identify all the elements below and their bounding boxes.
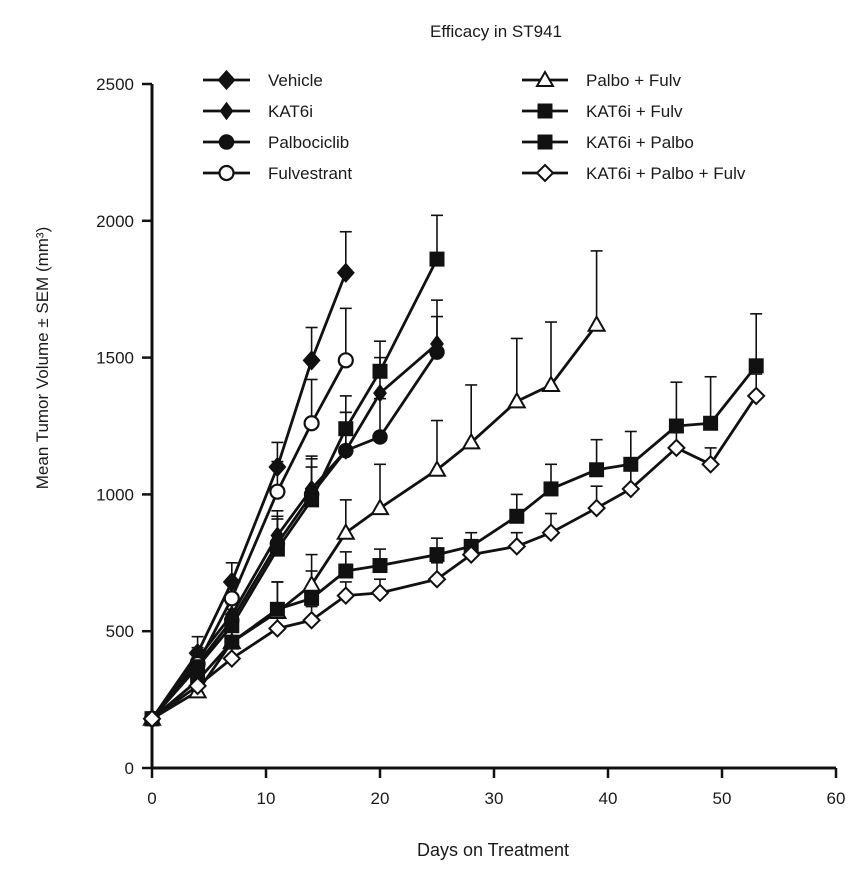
legend-label: KAT6i — [268, 102, 313, 121]
axis-ticks: 0 10 20 30 40 50 60 0 500 1000 1500 2000 2500 — [96, 75, 845, 808]
y-tick-label: 500 — [106, 622, 134, 641]
data-point — [338, 563, 354, 579]
legend-marker — [537, 103, 553, 119]
data-point — [666, 438, 686, 458]
series-line — [151, 323, 598, 720]
legend-label: KAT6i + Palbo + Fulv — [586, 164, 746, 183]
y-tick-label: 2000 — [96, 212, 134, 231]
data-point — [507, 536, 527, 556]
data-point — [621, 479, 641, 499]
data-point — [429, 344, 445, 360]
data-point — [541, 523, 561, 543]
legend-label: Vehicle — [268, 71, 323, 90]
data-point — [267, 619, 287, 638]
data-point — [223, 590, 240, 607]
data-point — [269, 541, 285, 557]
data-point — [541, 374, 561, 392]
series-lines — [150, 258, 758, 720]
data-point — [142, 709, 162, 729]
data-point — [268, 456, 287, 478]
x-tick-label: 20 — [371, 789, 390, 808]
data-point — [427, 569, 447, 589]
data-point — [304, 492, 320, 508]
data-point — [337, 352, 354, 369]
legend-label: Fulvestrant — [268, 164, 352, 183]
legend-marker — [537, 134, 553, 150]
data-point — [746, 386, 766, 406]
series-line — [151, 364, 758, 720]
data-point — [748, 358, 764, 374]
data-point — [668, 418, 684, 434]
y-tick-label: 1000 — [96, 485, 134, 504]
data-point — [427, 459, 447, 477]
x-tick-label: 30 — [485, 789, 504, 808]
data-point — [429, 251, 445, 267]
legend-label: KAT6i + Palbo — [586, 133, 694, 152]
chart-title: Efficacy in ST941 — [430, 22, 562, 41]
data-point — [304, 590, 320, 606]
data-point — [303, 415, 320, 432]
data-point — [461, 545, 481, 565]
data-point — [507, 391, 527, 409]
data-point — [370, 583, 390, 603]
x-tick-label: 60 — [827, 789, 846, 808]
data-point — [509, 508, 525, 524]
x-axis-label: Days on Treatment — [417, 840, 569, 860]
series-line — [150, 359, 348, 720]
x-tick-label: 10 — [257, 789, 276, 808]
data-point — [373, 383, 387, 403]
legend-marker — [535, 69, 555, 87]
data-point — [336, 586, 356, 606]
y-axis-label: Mean Tumor Volume ± SEM (mm³) — [33, 227, 52, 490]
data-point — [338, 442, 354, 459]
data-point — [623, 456, 639, 472]
data-point — [589, 462, 605, 478]
data-point — [429, 547, 445, 563]
data-point — [461, 432, 481, 450]
data-point — [224, 618, 240, 634]
legend: Vehicle KAT6i Palbociclib Fulvestrant Palbo … — [203, 69, 746, 183]
data-point — [188, 676, 208, 696]
data-point — [190, 659, 206, 675]
data-point — [586, 314, 607, 332]
legend-marker — [218, 134, 235, 150]
legend-marker — [219, 101, 234, 121]
data-point — [701, 454, 721, 474]
legend-label: Palbociclib — [268, 133, 349, 152]
data-point — [224, 634, 240, 650]
data-point — [302, 350, 321, 371]
legend-marker — [218, 164, 235, 182]
data-point — [222, 649, 242, 668]
x-tick-label: 40 — [599, 789, 618, 808]
series-line — [151, 395, 758, 720]
data-point — [338, 421, 354, 437]
legend-label: KAT6i + Fulv — [586, 102, 683, 121]
y-tick-label: 2500 — [96, 75, 134, 94]
legend-label: Palbo + Fulv — [586, 71, 681, 90]
x-tick-label: 0 — [147, 789, 156, 808]
y-tick-label: 1500 — [96, 349, 134, 368]
data-point — [372, 429, 388, 445]
x-tick-label: 50 — [713, 789, 732, 808]
series-markers — [142, 251, 766, 729]
data-point — [372, 363, 388, 379]
data-point — [336, 522, 356, 540]
data-point — [372, 558, 388, 574]
data-point — [302, 610, 322, 630]
legend-marker — [217, 69, 236, 91]
data-point — [301, 574, 322, 592]
legend-marker — [535, 163, 555, 183]
y-tick-label: 0 — [125, 759, 134, 778]
data-point — [370, 498, 390, 516]
data-point — [269, 601, 285, 617]
axes — [150, 84, 836, 770]
data-point — [543, 481, 559, 497]
data-point — [703, 415, 719, 431]
data-point — [336, 262, 355, 283]
data-point — [587, 498, 607, 518]
data-point — [269, 483, 286, 500]
